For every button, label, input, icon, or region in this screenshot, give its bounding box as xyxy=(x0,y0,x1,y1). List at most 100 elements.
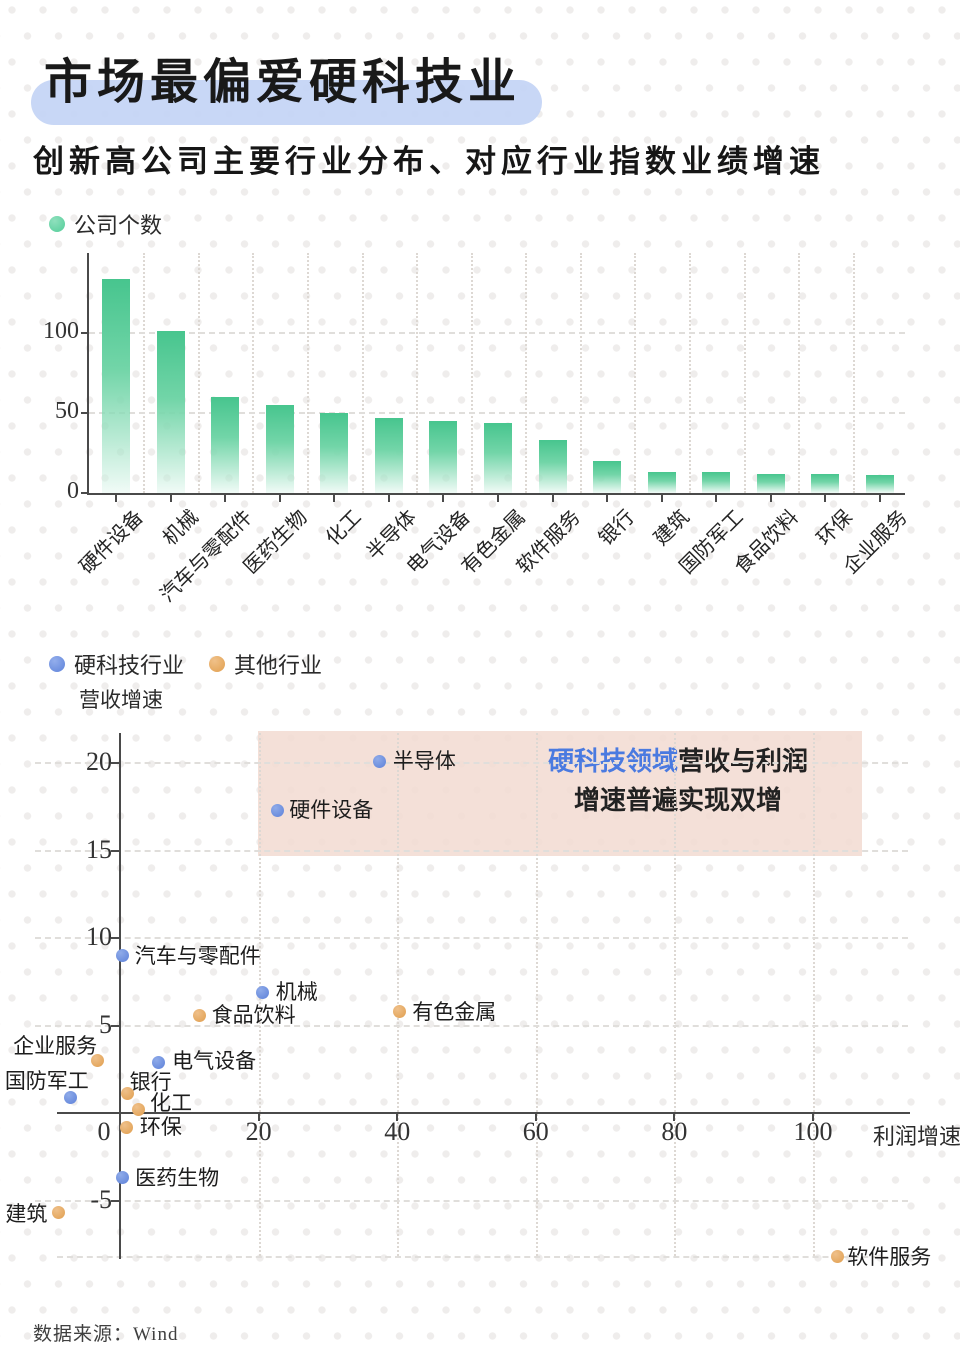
scatter-x-tick-mark xyxy=(812,1114,814,1121)
scatter-grid-line-h xyxy=(35,1199,908,1202)
bar xyxy=(429,421,458,493)
scatter-point-label: 电气设备 xyxy=(172,1049,257,1074)
bar-x-tick-mark xyxy=(715,495,718,502)
scatter-point xyxy=(392,1005,406,1018)
annotation-box: 硬科技领域营收与利润 增速普遍实现双增 xyxy=(258,731,862,856)
scatter-point-label: 机械 xyxy=(275,980,318,1005)
scatter-y-tick-label: 5 xyxy=(99,1009,112,1039)
bar xyxy=(320,413,349,493)
bar xyxy=(102,278,130,493)
scatter-point-label: 银行 xyxy=(129,1069,172,1094)
scatter-grid-line-v xyxy=(397,733,400,1256)
bar-grid-line-v xyxy=(197,253,200,493)
scatter-x-tick-mark xyxy=(673,1114,676,1121)
legend-dot-blue-icon xyxy=(49,656,65,672)
bar-y-tick-mark xyxy=(81,412,89,414)
scatter-point xyxy=(64,1090,78,1104)
scatter-grid-line-h xyxy=(35,849,908,852)
bar-legend-label: 公司个数 xyxy=(74,213,163,238)
bar-x-tick-mark xyxy=(224,495,227,502)
legend-dot-orange-icon xyxy=(209,656,226,672)
scatter-legend-label-other: 其他行业 xyxy=(234,653,323,678)
annotation-line1-rest: 营收与利润 xyxy=(678,747,809,776)
scatter-point xyxy=(115,1171,129,1185)
bar-x-tick-mark xyxy=(660,495,663,502)
bar-x-tick-mark xyxy=(278,495,281,502)
scatter-x-tick-mark xyxy=(257,1114,260,1121)
bar-grid-line-v xyxy=(306,253,309,493)
scatter-point xyxy=(373,754,387,768)
bar-x-tick-mark xyxy=(496,495,499,502)
bar-y-tick-label: 50 xyxy=(55,398,79,424)
scatter-point-label: 企业服务 xyxy=(13,1033,98,1058)
scatter-x-tick-label: 60 xyxy=(522,1117,549,1146)
bar-grid-line-v xyxy=(361,253,364,493)
bar xyxy=(811,473,840,493)
scatter-point-label: 汽车与零配件 xyxy=(134,943,261,968)
scatter-point xyxy=(116,949,130,962)
scatter-point xyxy=(256,985,270,999)
bar-grid-line-v xyxy=(579,253,582,493)
scatter-axis-line-x xyxy=(57,1112,910,1114)
scatter-x-tick-label: 100 xyxy=(793,1117,833,1146)
scatter-y-tick-label: 15 xyxy=(86,834,112,864)
y-axis-title: 营收增速 xyxy=(79,688,163,712)
bar-y-tick-mark xyxy=(81,492,89,494)
annotation-highlight: 硬科技领域 xyxy=(547,747,678,776)
bar xyxy=(702,472,731,493)
scatter-point xyxy=(121,1087,135,1101)
bar-axis-line-x xyxy=(87,493,905,495)
bar-x-tick-mark xyxy=(333,495,336,502)
scatter-x-tick-label: 0 xyxy=(97,1117,111,1146)
scatter-axis-line-y xyxy=(119,733,121,1259)
bar xyxy=(483,422,512,493)
bar-y-tick-mark xyxy=(81,332,89,334)
bar-y-tick-label: 100 xyxy=(43,318,79,344)
bar-grid-line-v xyxy=(525,253,528,493)
scatter-y-tick-mark xyxy=(111,1199,119,1202)
bar-x-tick-mark xyxy=(387,495,390,502)
scatter-point-label: 环保 xyxy=(139,1115,182,1139)
scatter-grid-line-v xyxy=(813,733,815,1256)
bar-x-tick-mark xyxy=(115,495,117,502)
bar-x-tick-mark xyxy=(169,495,172,502)
scatter-y-tick-mark xyxy=(111,1024,119,1027)
bar xyxy=(211,397,240,493)
bar xyxy=(865,475,894,493)
bar-grid-line-v xyxy=(470,253,473,493)
bar-grid-line-h xyxy=(89,332,905,334)
bar-grid-line-v xyxy=(688,253,691,493)
scatter-x-tick-label: 80 xyxy=(661,1117,688,1146)
scatter-point xyxy=(90,1054,104,1067)
scatter-point-label: 有色金属 xyxy=(412,999,497,1024)
bar-grid-line-v xyxy=(252,253,255,493)
bar xyxy=(538,440,567,493)
bar xyxy=(756,473,785,493)
scatter-y-tick-mark xyxy=(111,762,119,764)
scatter-grid-line-h xyxy=(35,1024,908,1027)
annotation-line1: 硬科技领域营收与利润 xyxy=(513,742,843,781)
scatter-x-tick-label: 40 xyxy=(384,1117,411,1146)
bar-grid-line-v xyxy=(798,253,801,493)
bar xyxy=(593,461,622,493)
scatter-chart-legend: 硬科技行业 其他行业 xyxy=(49,648,322,680)
bar xyxy=(156,331,185,493)
scatter-point xyxy=(830,1250,844,1263)
bar-x-tick-mark xyxy=(606,495,609,502)
scatter-point-label: 硬件设备 xyxy=(289,798,374,823)
bar-x-tick-mark xyxy=(551,495,554,502)
scatter-x-tick-label: 20 xyxy=(245,1117,272,1146)
bar-grid-line-v xyxy=(634,253,637,493)
bar-grid-line-v xyxy=(743,253,746,493)
bar xyxy=(374,417,403,493)
scatter-point-label: 软件服务 xyxy=(847,1244,932,1269)
legend-dot-green-icon xyxy=(49,216,65,232)
scatter-legend-label-tech: 硬科技行业 xyxy=(74,653,185,678)
scatter-x-tick-mark xyxy=(396,1114,399,1121)
scatter-grid-line-v xyxy=(535,733,538,1256)
scatter-y-tick-mark xyxy=(111,937,119,939)
scatter-y-tick-mark xyxy=(111,849,119,852)
